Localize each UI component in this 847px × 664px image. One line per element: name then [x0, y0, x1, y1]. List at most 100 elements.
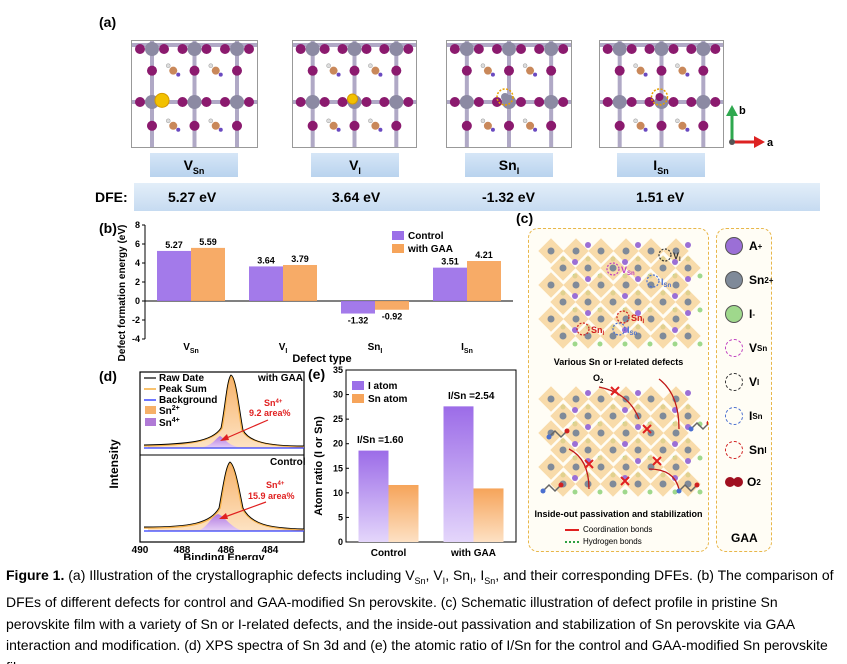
iodine-atom: [177, 97, 188, 107]
chart-e-ytick: 30: [333, 390, 343, 400]
chart-e-ytick: 0: [338, 537, 343, 547]
o2-sub: 2: [600, 379, 604, 385]
crystal-cell-vi: [292, 40, 417, 148]
iodine-atom: [295, 44, 306, 54]
cation-atom: [585, 390, 591, 396]
chart-b-ytick: 4: [135, 258, 140, 268]
legend-text: I: [749, 409, 753, 423]
legend-sn4-sup: 4+: [172, 417, 180, 424]
defect-tag-text: V: [349, 157, 359, 173]
category-sub: Sn: [464, 348, 473, 355]
caption-part: , I: [472, 567, 485, 583]
organic-cation: [211, 66, 220, 75]
legend-sup: -: [752, 309, 756, 319]
sn-atom: [572, 247, 580, 255]
cation-atom: [585, 242, 591, 248]
legend-symbol: [725, 441, 743, 459]
nitrogen-atom: [643, 127, 648, 132]
chart-b-value-label: 3.79: [291, 254, 309, 264]
chart-e-frame: [345, 369, 517, 543]
sn-atom: [684, 446, 692, 454]
iodine-atom: [391, 120, 402, 131]
dfe-value-sni: -1.32 eV: [482, 189, 535, 205]
chart-e-bar: [358, 450, 389, 542]
xps-xtick: 484: [262, 545, 279, 556]
sn-atom: [187, 95, 202, 109]
o2-label: O2: [593, 373, 604, 385]
xps-bottom-arrow: [221, 501, 267, 519]
defect-site-text: V: [673, 251, 679, 261]
iodine-atom: [135, 44, 145, 54]
sn-atom: [559, 332, 567, 340]
xps-xtick: 490: [132, 545, 149, 556]
sn-atom: [145, 42, 159, 56]
blocked-marker: [652, 456, 662, 466]
xps-spectra: Intensity Raw Date Peak Sum Background S…: [108, 371, 306, 560]
iodine-atom: [403, 97, 414, 107]
legend-symbol: [725, 237, 743, 255]
iodine-atom: [668, 97, 679, 107]
sn-atom: [659, 298, 667, 306]
gaa-atom: [676, 488, 682, 494]
iodine-atom: [647, 341, 653, 347]
iodine-atom: [656, 120, 667, 131]
sn-atom: [559, 412, 567, 420]
organic-cation: [526, 66, 535, 75]
chart-b-category: SnI: [368, 342, 383, 355]
legend-sn2-sup: 2+: [172, 405, 180, 412]
sn-atom: [634, 332, 642, 340]
hydrogen-atom: [208, 118, 213, 124]
sn-atom: [672, 463, 680, 471]
chart-b-bar: [375, 301, 409, 310]
iodine-atom: [698, 65, 709, 76]
iodine-atom: [492, 44, 502, 54]
cation-atom: [685, 458, 691, 464]
legend-symbol: [725, 339, 743, 357]
o2-pathway-arrow: [598, 386, 640, 420]
iodine-atom: [391, 65, 402, 76]
sn-atom: [230, 42, 244, 56]
sn-atom: [659, 480, 667, 488]
iodine-atom: [672, 489, 678, 495]
iodine-atom: [361, 44, 372, 54]
legend-swatch-snatom: [352, 394, 364, 403]
figure-caption: Figure 1. (a) Illustration of the crysta…: [6, 565, 842, 664]
sn-atom: [672, 247, 680, 255]
nitrogen-atom: [336, 72, 341, 77]
xps-top-annot-el: Sn: [264, 398, 276, 408]
sn-atom: [659, 332, 667, 340]
iodine-atom: [220, 44, 230, 54]
legend-text: GAA: [731, 531, 758, 545]
legend-item: V Sn: [725, 339, 767, 357]
iodine-atom: [534, 44, 545, 54]
defect-site-text: I: [627, 325, 630, 335]
chart-b-value-label: 3.64: [257, 255, 275, 265]
crystal-axes-icon: b a: [726, 105, 774, 149]
iodine-atom: [220, 97, 230, 107]
gaa-molecule: [690, 421, 710, 431]
xps-bottom-label: Control: [270, 457, 306, 468]
chart-e-annot-control: I/Sn =1.60: [357, 435, 404, 446]
xps-sn2-peak-top: [148, 376, 304, 448]
organic-cation: [678, 121, 687, 130]
iodine-atom: [710, 44, 721, 54]
sn-atom: [647, 281, 655, 289]
organic-cation: [483, 121, 492, 130]
crystal-structure-isn: [600, 41, 723, 147]
defect-site-label: SnI: [631, 313, 645, 325]
sn-atom: [572, 395, 580, 403]
defect-marker: [496, 88, 514, 106]
hydrogen-atom: [522, 118, 528, 124]
legend-symbol: [725, 271, 743, 289]
iodine-atom: [686, 44, 697, 54]
iodine-atom: [626, 44, 637, 54]
cation-atom: [672, 293, 678, 299]
sn-atom: [672, 281, 680, 289]
iodine-atom: [135, 97, 145, 107]
iodine-atom: [379, 97, 390, 107]
sn-atom: [584, 264, 592, 272]
category-text: V: [279, 342, 286, 353]
iodine-atom: [647, 489, 653, 495]
